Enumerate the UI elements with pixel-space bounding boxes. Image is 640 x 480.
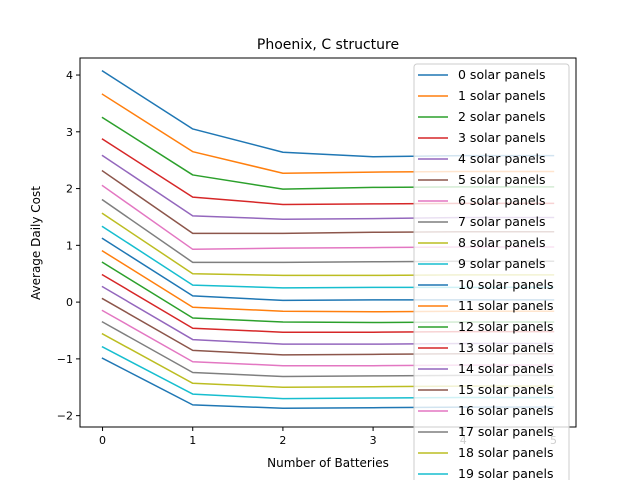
plot-frame	[79, 57, 577, 428]
legend: 0 solar panels 1 solar panels 2 solar pane…	[413, 63, 570, 480]
legend-label: 5 solar panels	[458, 172, 546, 187]
legend-label: 6 solar panels	[458, 193, 546, 208]
chart-title: Phoenix, C structure	[257, 37, 399, 53]
legend-label: 10 solar panels	[458, 277, 553, 292]
legend-label: 1 solar panels	[458, 88, 546, 103]
y-axis-label: Average Daily Cost	[29, 186, 43, 300]
y-tick-label: 3	[66, 126, 73, 139]
x-tick-label: 3	[370, 434, 377, 447]
legend-label: 7 solar panels	[458, 214, 546, 229]
legend-label: 11 solar panels	[458, 298, 553, 313]
legend-label: 9 solar panels	[458, 256, 546, 271]
y-tick-label: 4	[66, 69, 73, 82]
legend-label: 12 solar panels	[458, 319, 553, 334]
x-tick-label: 2	[279, 434, 286, 447]
legend-label: 3 solar panels	[458, 130, 546, 145]
legend-label: 0 solar panels	[458, 67, 546, 82]
x-tick-label: 0	[99, 434, 106, 447]
y-tick-label: −2	[57, 410, 73, 423]
y-tick-label: 0	[66, 296, 73, 309]
legend-label: 13 solar panels	[458, 340, 553, 355]
y-tick-label: −1	[57, 353, 73, 366]
legend-label: 8 solar panels	[458, 235, 546, 250]
y-tick-label: 1	[66, 239, 73, 252]
legend-label: 17 solar panels	[458, 424, 553, 439]
legend-label: 4 solar panels	[458, 151, 546, 166]
legend-label: 16 solar panels	[458, 403, 553, 418]
legend-label: 2 solar panels	[458, 109, 546, 124]
legend-label: 19 solar panels	[458, 466, 553, 480]
legend-label: 18 solar panels	[458, 445, 553, 460]
legend-frame	[413, 63, 570, 480]
legend-label: 15 solar panels	[458, 382, 553, 397]
x-tick-label: 1	[189, 434, 196, 447]
legend-label: 14 solar panels	[458, 361, 553, 376]
y-tick-label: 2	[66, 183, 73, 196]
x-axis-label: Number of Batteries	[267, 456, 389, 470]
